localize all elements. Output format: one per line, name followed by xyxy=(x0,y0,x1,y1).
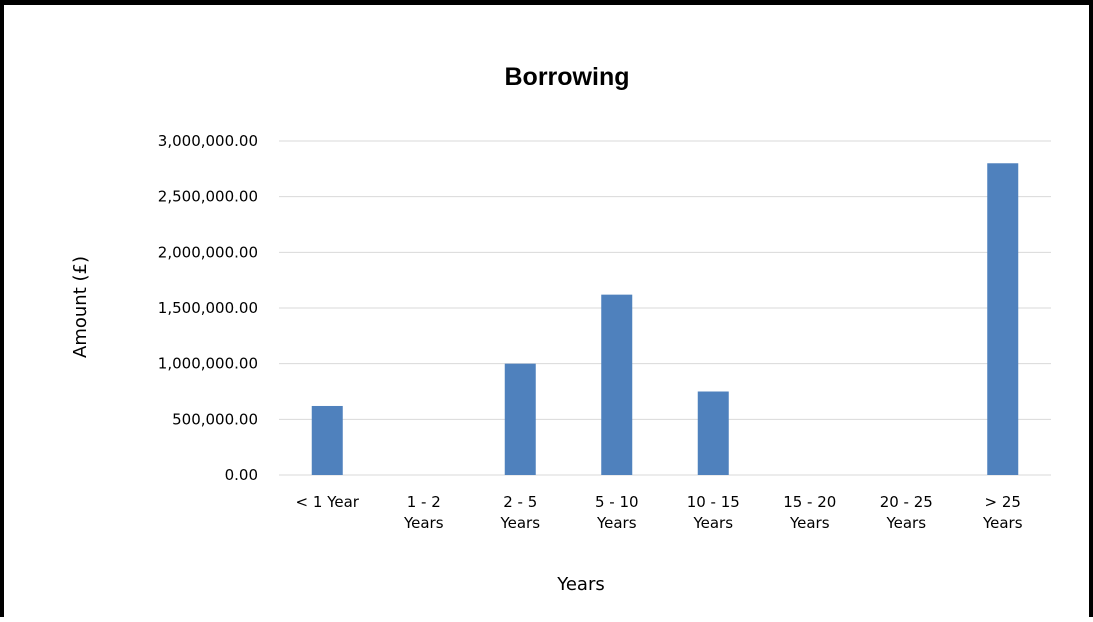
y-tick-label: 2,000,000.00 xyxy=(158,243,258,261)
bar xyxy=(601,294,633,475)
y-tick-label: 500,000.00 xyxy=(172,410,258,428)
x-axis-ticks: < 1 Year 1 - 2 Years 2 - 5 Years 5 - 10 Years 1… xyxy=(296,493,1023,532)
x-tick-label: 1 - 2 Years xyxy=(403,493,444,532)
x-tick-label: < 1 Year xyxy=(296,493,360,511)
x-tick-label: > 25 Years xyxy=(982,493,1023,532)
y-tick-label: 1,000,000.00 xyxy=(158,355,258,373)
bar xyxy=(311,405,343,475)
gridlines xyxy=(279,140,1051,476)
x-tick-label: 15 - 20 Years xyxy=(783,493,836,532)
chart-title: Borrowing xyxy=(505,63,630,91)
bars xyxy=(311,163,1019,475)
y-tick-label: 2,500,000.00 xyxy=(158,188,258,206)
x-tick-label: 10 - 15 Years xyxy=(687,493,740,532)
y-tick-label: 0.00 xyxy=(225,466,258,484)
y-axis-label: Amount (£) xyxy=(70,256,91,358)
x-tick-label: 2 - 5 Years xyxy=(499,493,540,532)
y-tick-label: 3,000,000.00 xyxy=(158,132,258,150)
bar xyxy=(987,163,1019,475)
x-tick-label: 5 - 10 Years xyxy=(595,493,639,532)
x-tick-label: 20 - 25 Years xyxy=(880,493,933,532)
y-axis-ticks: 0.00 500,000.00 1,000,000.00 1,500,000.00 2,… xyxy=(158,132,258,484)
y-tick-label: 1,500,000.00 xyxy=(158,299,258,317)
bar xyxy=(697,391,729,475)
borrowing-bar-chart: 0.00 500,000.00 1,000,000.00 1,500,000.00 2,… xyxy=(70,63,1051,595)
x-axis-label: Years xyxy=(556,574,605,595)
bar xyxy=(504,363,536,475)
